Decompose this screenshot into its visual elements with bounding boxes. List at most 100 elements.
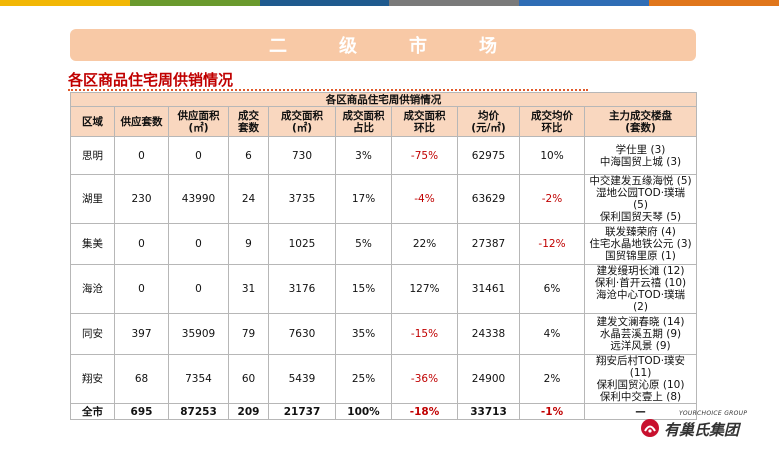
total-row: 全市 695 87253 209 21737 100% -18% 33713 -1% — [70,403,698,420]
cell-district: 翔安 [70,354,115,404]
project-item: 海沧中心TOD·璞瑞 (2) [595,289,686,313]
logo-english: YOURCHOICE GROUP [679,410,748,417]
project-item: 远洋风景 (9) [610,340,671,352]
cell-price-mom: 6% [519,264,585,314]
cell-deal-units: 60 [228,354,269,404]
cell-avg-price: 63629 [457,174,520,224]
cell-deal-area: 1025 [268,223,336,265]
project-item: 国贸锦里原 (1) [605,250,676,262]
project-item: 保利·首开云禧 (10) [594,277,687,289]
table-row: 同安 397 35909 79 7630 35% -15% 24338 4% 建发文澜春晓 (14… [70,313,698,355]
project-item: 学仕里 (3) [615,143,666,156]
cell-avg-price: 24900 [457,354,520,404]
banner-title: 二级市场 [269,36,549,57]
total-area-mom: -18% [391,403,458,420]
column-header: 成交面积 (㎡) [268,106,336,137]
total-share: 100% [335,403,392,420]
cell-deal-units: 79 [228,313,269,355]
cell-projects: 翔安后村TOD·璞安 (11) 保利国贸沁原 (10) 保利中交壹上 (8) [583,354,698,404]
cell-avg-price: 62975 [457,136,520,175]
project-item: 保利国贸天琴 (5) [599,211,682,223]
total-district: 全市 [70,403,115,420]
column-header: 成交面积 占比 [335,106,392,137]
project-item: 联发臻荣府 (4) [605,226,676,238]
cell-share: 3% [335,136,392,175]
project-item: 中海国贸上城 (3) [599,155,682,168]
topbar-segment [389,0,520,6]
cell-district: 集美 [70,223,115,265]
cell-supply-area: 0 [168,223,229,265]
total-supply-units: 695 [114,403,169,420]
table-caption: 各区商品住宅周供销情况 [69,92,698,107]
sales-table: 各区商品住宅周供销情况 区域 供应套数 供应面积 (㎡) 成交 套数 成交面积 (㎡) 成交面积… [69,92,698,420]
topbar-segment [649,0,779,6]
topbar-segment [129,0,260,6]
cell-price-mom: 4% [519,313,585,355]
cell-area-mom: -4% [391,174,458,224]
cell-area-mom: -36% [391,354,458,404]
cell-deal-units: 24 [228,174,269,224]
cell-deal-units: 31 [228,264,269,314]
cell-deal-area: 3176 [268,264,336,314]
cell-supply-area: 35909 [168,313,229,355]
cell-supply-units: 0 [114,264,169,314]
column-header: 主力成交楼盘 (套数) [583,106,698,137]
title-underline [68,89,588,91]
total-supply-area: 87253 [168,403,229,420]
cell-share: 15% [335,264,392,314]
logo-chinese: 有巢氏集团 [664,421,740,439]
cell-supply-area: 0 [168,264,229,314]
cell-price-mom: -2% [519,174,585,224]
cell-projects: 建发缦玥长滩 (12) 保利·首开云禧 (10) 海沧中心TOD·璞瑞 (2) [583,264,698,314]
cell-projects: 联发臻荣府 (4) 住宅水晶地铁公元 (3) 国贸锦里原 (1) [583,223,698,265]
cell-price-mom: -12% [519,223,585,265]
cell-district: 海沧 [70,264,115,314]
cell-supply-units: 230 [114,174,169,224]
cell-area-mom: -75% [391,136,458,175]
table-row: 集美 0 0 9 1025 5% 22% 27387 -12% 联发臻荣府 (4) 住宅水晶地铁公元… [70,223,698,265]
cell-supply-units: 0 [114,136,169,175]
cell-share: 17% [335,174,392,224]
company-logo-icon [641,419,659,437]
total-projects: — [583,403,698,420]
cell-supply-area: 0 [168,136,229,175]
column-header: 区域 [70,106,115,137]
cell-area-mom: 22% [391,223,458,265]
cell-deal-area: 7630 [268,313,336,355]
project-item: 中交建发五缘海悦 (5) [589,175,692,187]
cell-area-mom: 127% [391,264,458,314]
cell-district: 同安 [70,313,115,355]
cell-share: 25% [335,354,392,404]
project-item: 翔安后村TOD·璞安 (11) [595,355,686,379]
cell-supply-area: 43990 [168,174,229,224]
page-title: 各区商品住宅周供销情况 [68,71,234,89]
column-header: 供应套数 [114,106,169,137]
table-row: 海沧 0 0 31 3176 15% 127% 31461 6% 建发缦玥长滩 (12) 保利·首开… [70,264,698,314]
project-item: 保利国贸沁原 (10) [596,379,685,391]
cell-deal-units: 9 [228,223,269,265]
cell-supply-units: 397 [114,313,169,355]
cell-deal-area: 3735 [268,174,336,224]
table-row: 湖里 230 43990 24 3735 17% -4% 63629 -2% 中交建发五缘海悦 (… [70,174,698,224]
table-row: 翔安 68 7354 60 5439 25% -36% 24900 2% 翔安后村TOD·璞安 (… [70,354,698,404]
cell-avg-price: 27387 [457,223,520,265]
cell-projects: 中交建发五缘海悦 (5) 湿地公园TOD·璞瑞 (5) 保利国贸天琴 (5) [583,174,698,224]
top-color-bar [0,0,779,6]
cell-deal-area: 730 [268,136,336,175]
cell-avg-price: 24338 [457,313,520,355]
cell-area-mom: -15% [391,313,458,355]
cell-projects: 学仕里 (3) 中海国贸上城 (3) [583,136,698,175]
cell-supply-units: 0 [114,223,169,265]
column-header: 均价 (元/㎡) [457,106,520,137]
cell-deal-area: 5439 [268,354,336,404]
cell-share: 5% [335,223,392,265]
topbar-segment [259,0,390,6]
column-header: 成交 套数 [228,106,269,137]
column-header: 供应面积 (㎡) [168,106,229,137]
cell-avg-price: 31461 [457,264,520,314]
table-row: 思明 0 0 6 730 3% -75% 62975 10% 学仕里 (3) 中海国贸上城 (3) [70,136,698,175]
total-avg-price: 33713 [457,403,520,420]
project-item: 保利中交壹上 (8) [599,391,682,403]
column-header: 成交均价 环比 [519,106,585,137]
total-price-mom: -1% [519,403,585,420]
